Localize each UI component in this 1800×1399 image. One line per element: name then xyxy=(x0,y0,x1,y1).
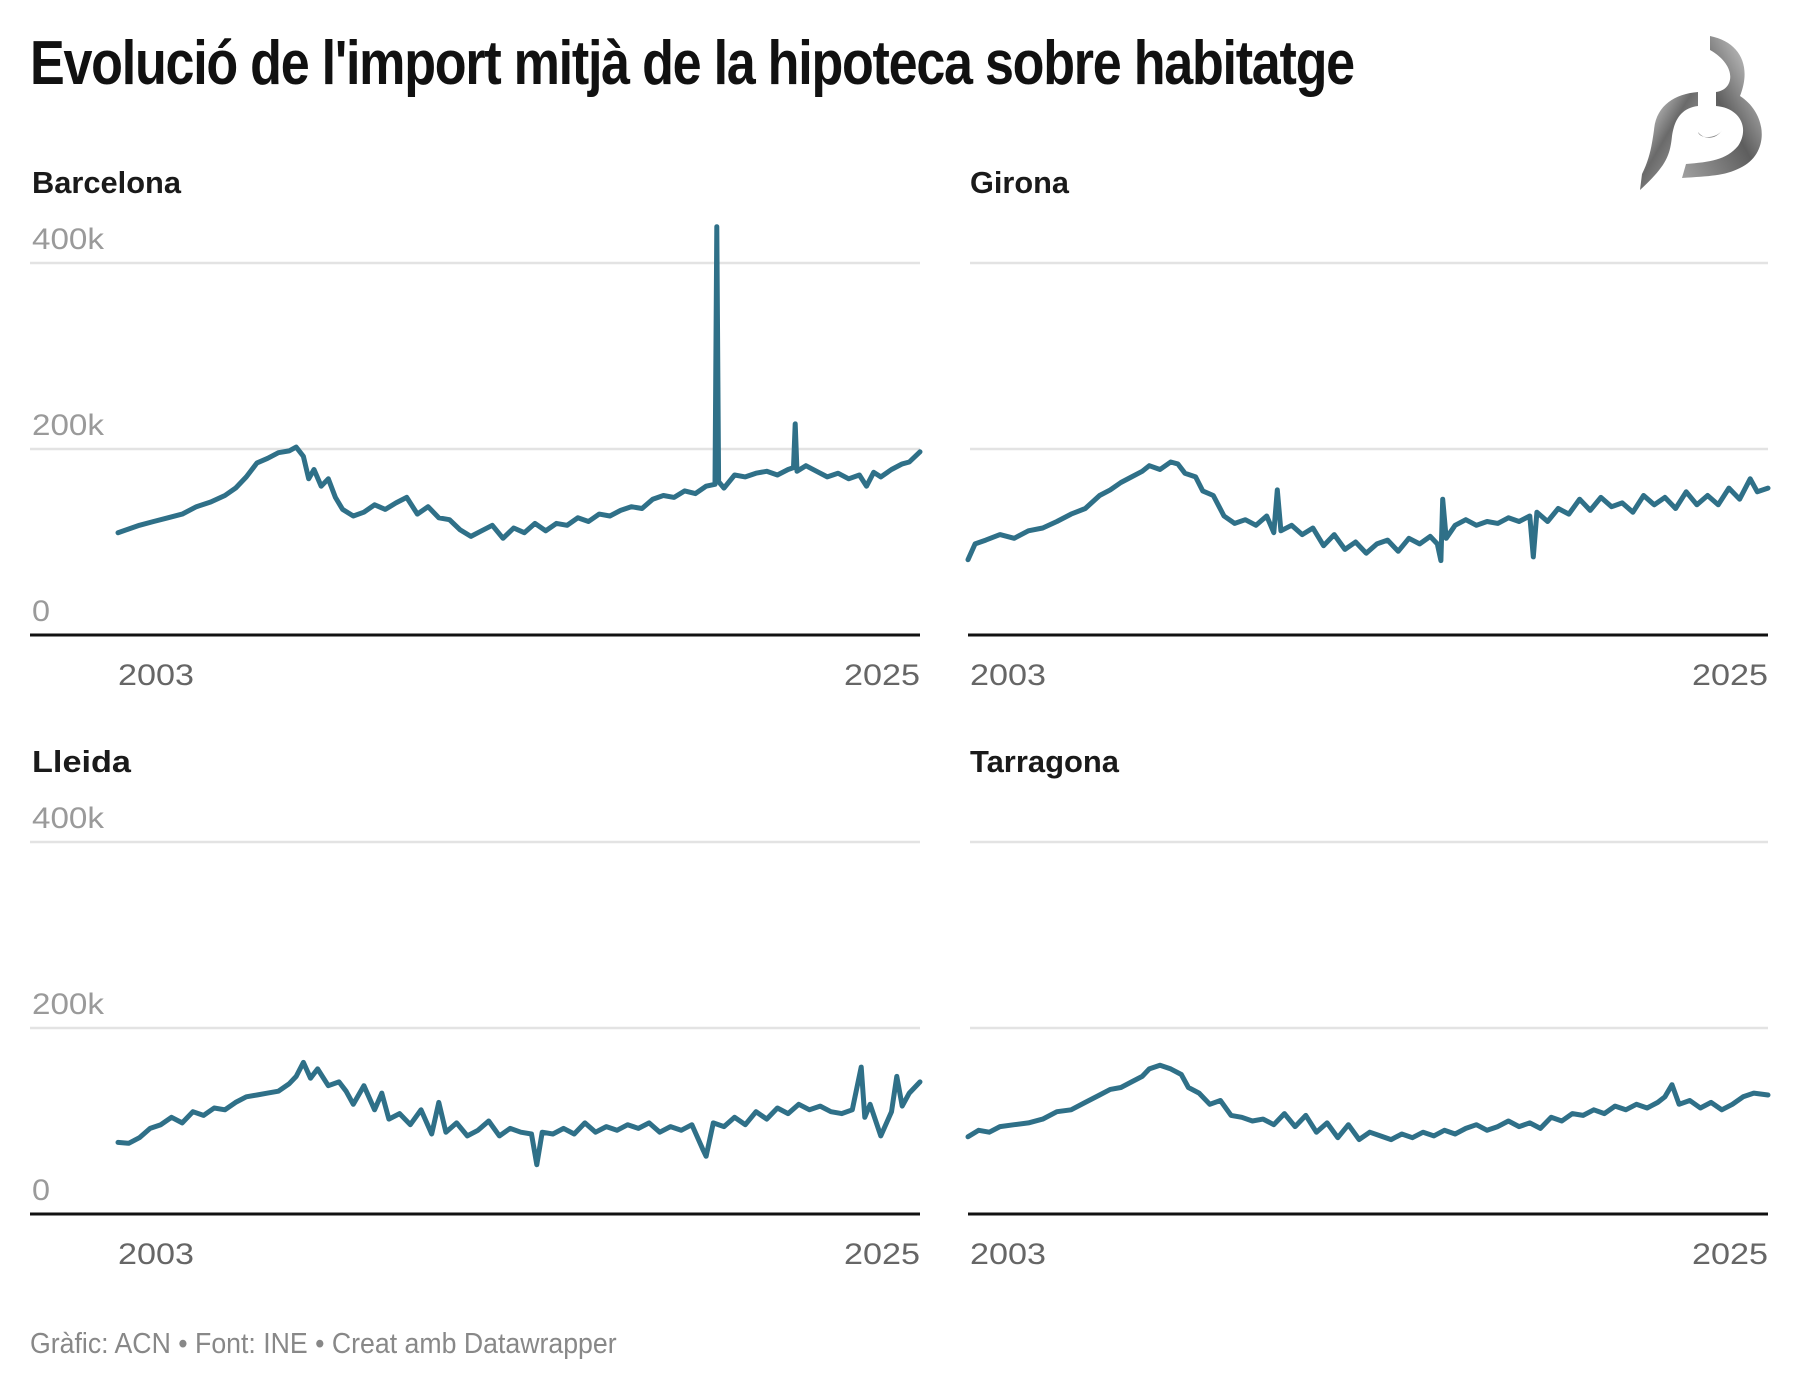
panel-title-girona: Girona xyxy=(970,165,1070,200)
footer-tool-link[interactable]: Creat amb Datawrapper xyxy=(331,1328,617,1360)
series-line-barcelona xyxy=(115,224,923,541)
footer-chart-credit: Gràfic: ACN xyxy=(30,1328,171,1360)
x-tick-label: 2025 xyxy=(844,1238,920,1271)
chart-title: Evolució de l'import mitjà de la hipotec… xyxy=(30,29,1355,98)
panel-title-tarragona: Tarragona xyxy=(970,744,1120,779)
x-tick-label: 2025 xyxy=(1692,1238,1768,1271)
panel-title-barcelona: Barcelona xyxy=(32,165,182,200)
y-tick-label: 200k xyxy=(32,988,105,1021)
y-tick-label: 0 xyxy=(32,595,50,628)
y-tick-label: 400k xyxy=(32,223,105,256)
x-tick-label: 2025 xyxy=(844,659,920,692)
footer: Gràfic: ACN • Font: INE • Creat amb Data… xyxy=(30,1328,617,1361)
x-tick-label: 2003 xyxy=(118,659,194,692)
b-logo-icon xyxy=(1640,36,1762,190)
y-tick-label: 400k xyxy=(32,802,105,835)
y-tick-label: 0 xyxy=(32,1174,50,1207)
x-tick-label: 2003 xyxy=(970,659,1046,692)
panel-title-lleida: Lleida xyxy=(32,744,132,779)
x-tick-label: 2003 xyxy=(118,1238,194,1271)
x-tick-label: 2003 xyxy=(970,1238,1046,1271)
series-line-girona xyxy=(965,459,1771,564)
footer-source: Font: INE xyxy=(195,1328,308,1360)
series-line-lleida xyxy=(115,1059,923,1168)
y-tick-label: 200k xyxy=(32,409,105,442)
series-line-tarragona xyxy=(965,1062,1771,1143)
footer-separator: • xyxy=(315,1328,325,1360)
x-tick-label: 2025 xyxy=(1692,659,1768,692)
footer-separator: • xyxy=(178,1328,188,1360)
